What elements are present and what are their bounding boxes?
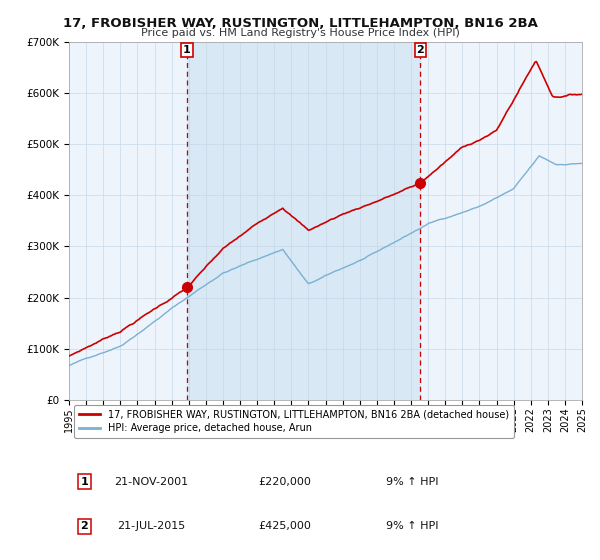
Text: 1: 1 xyxy=(183,45,191,55)
Legend: 17, FROBISHER WAY, RUSTINGTON, LITTLEHAMPTON, BN16 2BA (detached house), HPI: Av: 17, FROBISHER WAY, RUSTINGTON, LITTLEHAM… xyxy=(74,405,514,438)
Text: 21-NOV-2001: 21-NOV-2001 xyxy=(114,477,188,487)
Text: 1: 1 xyxy=(80,477,88,487)
Text: £220,000: £220,000 xyxy=(258,477,311,487)
Text: £425,000: £425,000 xyxy=(258,521,311,531)
Text: 2: 2 xyxy=(80,521,88,531)
Text: 17, FROBISHER WAY, RUSTINGTON, LITTLEHAMPTON, BN16 2BA: 17, FROBISHER WAY, RUSTINGTON, LITTLEHAM… xyxy=(62,17,538,30)
Text: 2: 2 xyxy=(416,45,424,55)
Text: 9% ↑ HPI: 9% ↑ HPI xyxy=(386,521,439,531)
Text: Price paid vs. HM Land Registry's House Price Index (HPI): Price paid vs. HM Land Registry's House … xyxy=(140,28,460,38)
Bar xyxy=(187,42,421,400)
Text: 9% ↑ HPI: 9% ↑ HPI xyxy=(386,477,439,487)
Text: 21-JUL-2015: 21-JUL-2015 xyxy=(117,521,185,531)
